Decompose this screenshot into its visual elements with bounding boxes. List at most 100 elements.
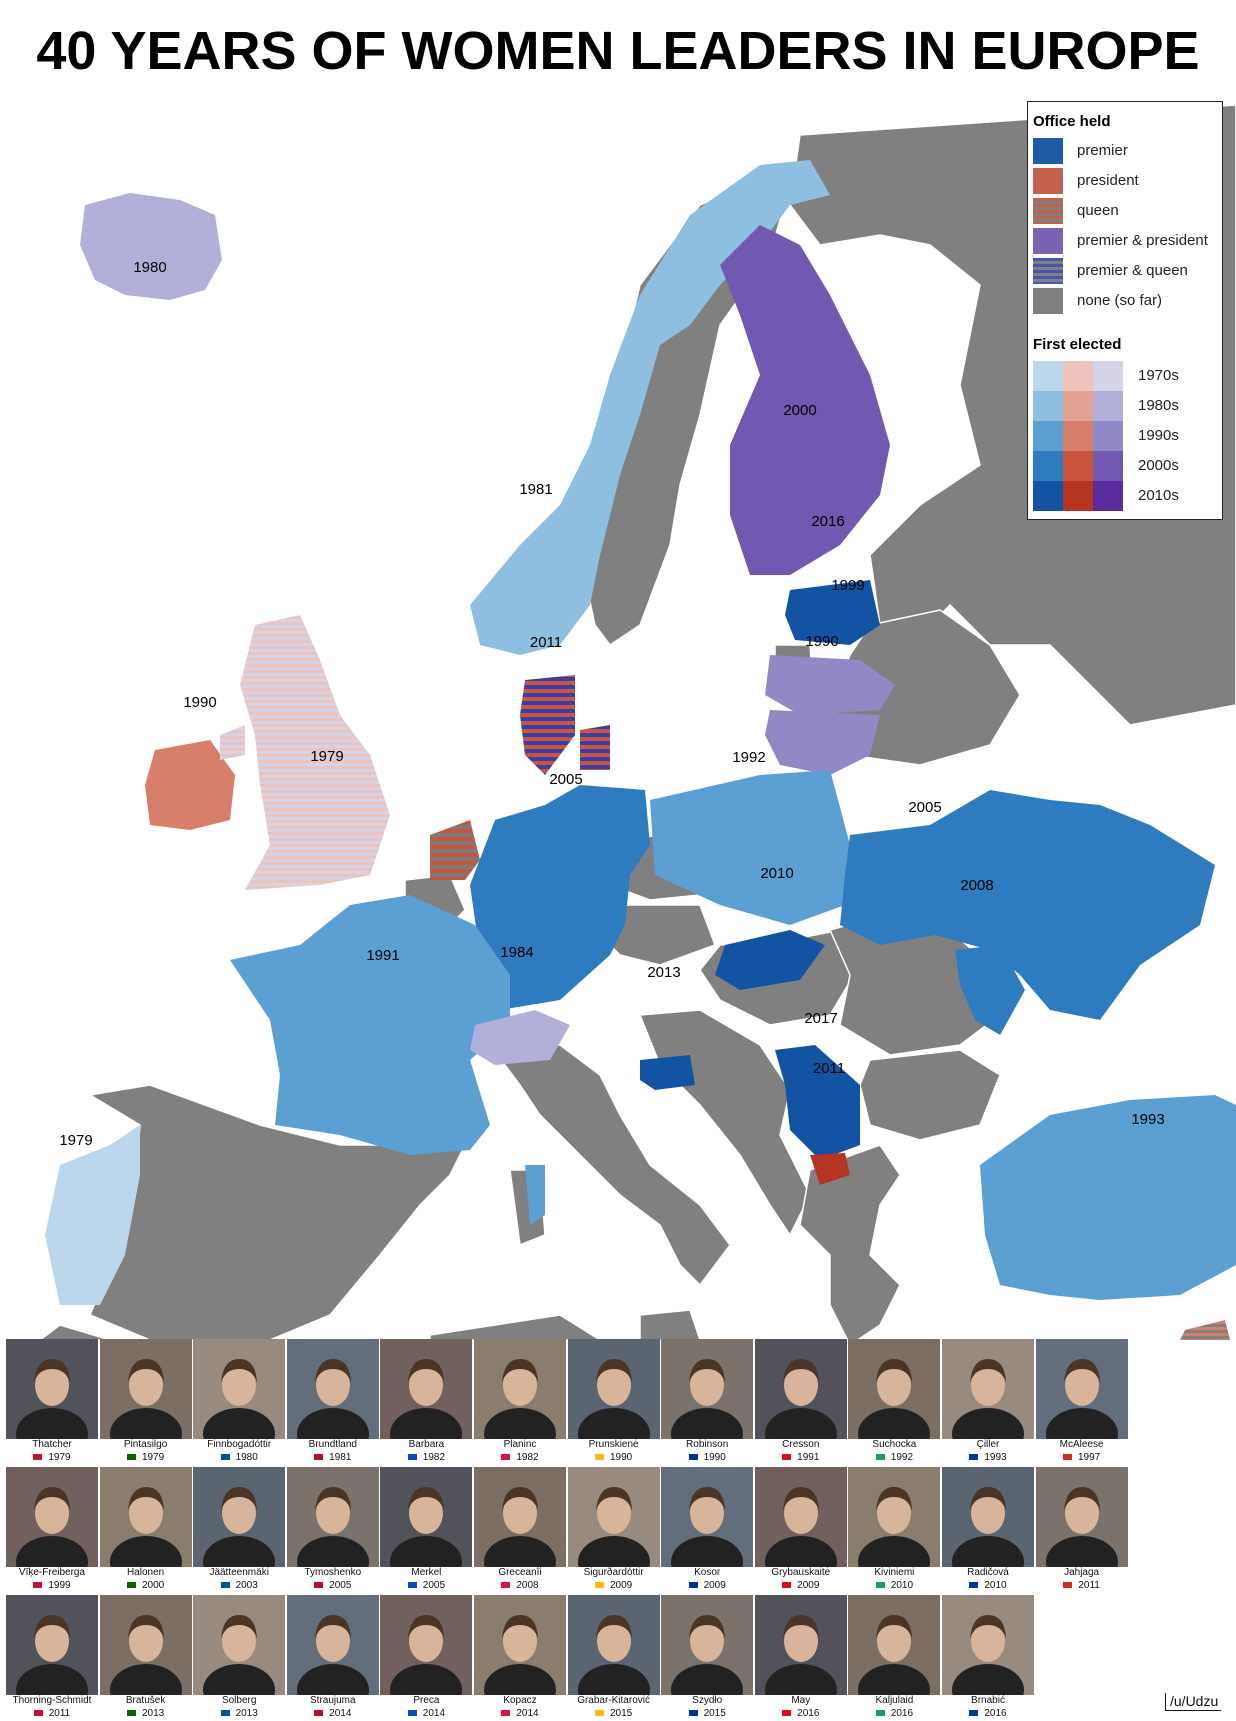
label-portugal: 1979 [59,1132,92,1149]
leader-name: Merkel [411,1567,442,1578]
leader-year-row: 2015 [661,1708,753,1719]
leader-year: 2010 [890,1580,914,1591]
flag-icon [126,1454,136,1461]
portrait-photo [754,1595,847,1695]
leader-card: Szydło 2015 [661,1595,761,1720]
country-moldova [955,945,1025,1035]
legend-decade-label: 1970s [1138,367,1179,384]
flag-icon [782,1582,792,1589]
portrait-photo [474,1339,566,1439]
leader-card: Robinson 1990 [661,1339,761,1464]
portrait-photo [567,1467,660,1567]
country-kosovo [810,1153,850,1185]
leader-card: Thatcher 1979 [6,1339,106,1464]
leader-year: 2016 [984,1708,1007,1719]
legend-decade-swatch [1033,421,1063,451]
leader-name: Preca [413,1695,440,1706]
leader-card: Sigurðardóttir 2009 [567,1467,668,1592]
legend-swatch [1033,228,1063,254]
legend-decade-swatch [1063,391,1093,421]
flag-icon [969,1454,979,1461]
legend-office-label: premier & queen [1077,262,1188,279]
legend-decade-swatch [1093,421,1123,451]
leader-name: Tymoshenko [304,1567,362,1578]
leader-name: Szydło [692,1695,723,1706]
europe-map: 1980 1981 2000 2016 1999 1990 2011 1990 … [38,104,1236,1340]
leader-year-row: 2008 [474,1580,566,1591]
leader-name: Kiviniemi [874,1567,915,1578]
legend-swatch [1033,258,1063,284]
portrait-photo [942,1467,1034,1567]
leader-year-row: 2011 [6,1708,98,1719]
portrait-photo [6,1339,98,1439]
country-slovenia [640,1055,695,1090]
leader-year: 2005 [422,1580,446,1591]
leader-name: Vīķe-Freiberga [18,1567,86,1578]
leader-year-row: 2014 [474,1708,566,1719]
leader-year-row: 2011 [1036,1580,1128,1591]
leader-year-row: 1992 [848,1452,940,1463]
leader-year: 2014 [516,1708,539,1719]
flag-icon [875,1454,885,1461]
flag-icon [594,1582,604,1589]
legend-decade-row: 2010s [1033,481,1219,511]
leader-year-row: 1981 [287,1452,379,1463]
leader-name: Greceanîi [498,1567,542,1578]
leader-card: Barbara 1982 [380,1339,480,1464]
flag-icon [33,1454,43,1461]
flag-icon [875,1582,885,1589]
leader-card: Radičová 2010 [942,1467,1042,1592]
leader-name: Thatcher [32,1439,72,1450]
portrait-photo [661,1595,754,1695]
leader-year: 2016 [890,1708,914,1719]
leader-year-row: 2003 [193,1580,285,1591]
portrait-photo [286,1595,379,1695]
portrait-photo [380,1467,473,1567]
portrait-photo [1035,1467,1128,1567]
leader-card: Prunskienė 1990 [567,1339,668,1464]
leader-year: 2014 [329,1708,352,1719]
legend-swatch [1033,138,1063,164]
country-finland [720,225,890,575]
portrait-photo [193,1595,286,1695]
label-uk: 1979 [310,748,343,765]
leader-name: Kopacz [503,1695,537,1706]
leader-year: 2015 [703,1708,726,1719]
leader-year-row: 2005 [287,1580,379,1591]
legend-swatch [1033,288,1063,314]
flag-icon [220,1582,230,1589]
portrait-photo [567,1339,660,1439]
leader-year: 2015 [609,1708,633,1719]
leader-year-row: 1979 [6,1452,98,1463]
label-kosovo: 2011 [813,1060,845,1077]
leader-card: Preca 2014 [380,1595,480,1720]
leader-card: Tymoshenko 2005 [286,1467,387,1592]
leader-year-row: 1982 [474,1452,566,1463]
leader-year-row: 2014 [287,1708,379,1719]
flag-icon [126,1582,136,1589]
leader-card: Brnabić 2016 [942,1595,1042,1720]
flag-icon [407,1710,417,1717]
leader-name: Robinson [686,1439,729,1450]
country-netherlands [430,820,480,880]
label-france: 1991 [366,947,399,964]
flag-icon [126,1710,136,1717]
country-france [230,895,510,1155]
label-turkey: 1993 [1131,1111,1164,1128]
leader-name: Grybauskaitė [771,1567,831,1578]
portrait-photo [99,1339,192,1439]
country-portugal [45,1125,140,1305]
leader-name: Thorning-Schmidt [12,1695,92,1706]
leader-name: Kaljulaid [875,1695,914,1706]
leader-year-row: 1993 [942,1452,1034,1463]
flag-icon [594,1710,604,1717]
legend-office-row: premier & queen [1033,258,1219,284]
flag-icon [314,1454,324,1461]
leader-name: Çiller [976,1439,1000,1450]
leader-name: Kosor [694,1567,721,1578]
country-slovakia [715,930,825,990]
leader-card: Vīķe-Freiberga 1999 [6,1467,106,1592]
legend-office-row: none (so far) [1033,288,1219,314]
author-credit: /u/Udzu [1165,1693,1222,1711]
leader-card: Kaljulaid 2016 [848,1595,948,1720]
